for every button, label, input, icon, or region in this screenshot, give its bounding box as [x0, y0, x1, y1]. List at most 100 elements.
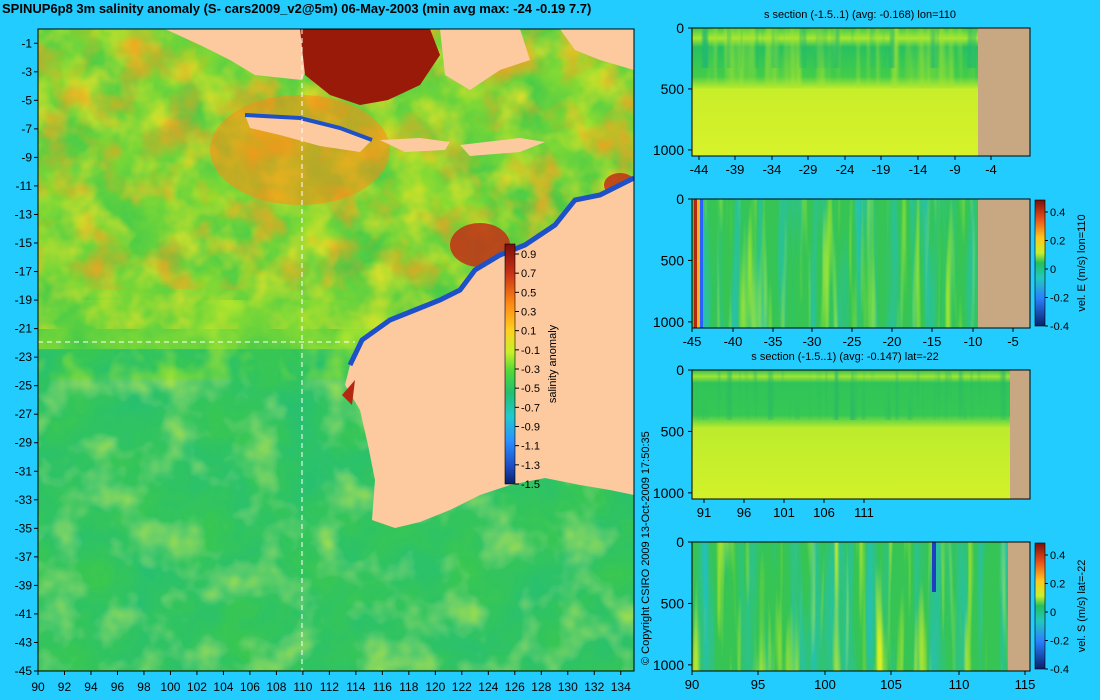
map-y-tick-label: -5	[21, 93, 32, 107]
salinity-colorbar-tick-label: -0.3	[521, 364, 540, 376]
velocity-colorbar-tick-label: -0.2	[1050, 293, 1069, 305]
panel-velocity-east-lon110[interactable]	[691, 198, 1031, 329]
section-x-tick-label: -10	[964, 334, 983, 349]
velocity-colorbar-tick-label: -0.2	[1050, 636, 1069, 648]
section-x-tick-label: -44	[690, 162, 709, 177]
map-x-tick-label: 108	[266, 680, 286, 694]
map-x-tick-label: 120	[425, 680, 445, 694]
velocity-colorbar-tick-label: 0	[1050, 264, 1056, 276]
map-x-tick-label: 96	[111, 680, 125, 694]
map-y-tick-label: -9	[21, 150, 32, 164]
panel-velocity-south-lat-22[interactable]	[691, 541, 1031, 672]
map-y-tick-label: -35	[15, 521, 33, 535]
map-x-tick-label: 134	[611, 680, 631, 694]
map-y-tick-label: -15	[15, 236, 33, 250]
salinity-colorbar-tick-label: -0.7	[521, 402, 540, 414]
map-x-tick-label: 90	[31, 680, 45, 694]
section-x-tick-label: -14	[909, 162, 928, 177]
map-x-tick-label: 94	[84, 680, 98, 694]
map-y-tick-label: -13	[15, 207, 33, 221]
salinity-map-plot[interactable]	[38, 29, 636, 671]
section-x-tick-label: -9	[949, 162, 961, 177]
velocity-colorbar-tick-label: 0.4	[1050, 207, 1065, 219]
section-x-tick-label: -5	[1007, 334, 1019, 349]
section-x-tick-label: 91	[697, 505, 711, 520]
section-x-tick-label: 90	[685, 677, 699, 692]
section-x-tick-label: 105	[880, 677, 902, 692]
section-x-tick-label: 106	[813, 505, 835, 520]
salinity-colorbar-tick-label: -0.5	[521, 383, 540, 395]
salinity-colorbar-tick-label: -1.3	[521, 460, 540, 472]
map-x-tick-label: 110	[293, 680, 312, 694]
panel1-title: s section (-1.5..1) (avg: -0.168) lon=11…	[764, 9, 956, 21]
map-y-tick-label: -25	[15, 379, 33, 393]
figure-title: SPINUP6p8 3m salinity anomaly (S- cars20…	[2, 1, 592, 16]
section-x-tick-label: -30	[803, 334, 822, 349]
map-y-tick-label: -31	[15, 464, 33, 478]
panel-salinity-lon110[interactable]: s section (-1.5..1) (avg: -0.168) lon=11…	[691, 9, 1031, 157]
section-y-tick-label: 0	[676, 362, 684, 378]
section-x-tick-label: -24	[836, 162, 855, 177]
map-x-tick-label: 118	[399, 680, 418, 694]
map-y-tick-label: -17	[15, 265, 33, 279]
map-x-tick-label: 92	[58, 680, 72, 694]
map-y-tick-label: -27	[15, 407, 33, 421]
section-y-tick-label: 0	[676, 534, 684, 550]
map-y-tick-label: -7	[21, 122, 32, 136]
map-y-tick-label: -37	[15, 550, 33, 564]
section-x-tick-label: -35	[764, 334, 783, 349]
section-x-tick-label: 95	[751, 677, 765, 692]
map-y-tick-label: -21	[15, 322, 33, 336]
map-x-tick-label: 106	[240, 680, 260, 694]
map-y-tick-label: -23	[15, 350, 33, 364]
section-x-tick-label: 110	[949, 677, 970, 692]
velocity-south-colorbar: 0.4 0.2 0 -0.2 -0.4 vel. S (m/s) lat=-22	[1034, 542, 1088, 676]
velocity-colorbar-tick-label: -0.4	[1050, 664, 1069, 676]
section-x-tick-label: -29	[799, 162, 818, 177]
map-x-tick-label: 132	[584, 680, 604, 694]
map-x-tick-label: 102	[187, 680, 207, 694]
salinity-colorbar-label: salinity anomaly	[547, 324, 559, 403]
salinity-colorbar-tick-label: -0.1	[521, 345, 540, 357]
velocity-south-label: vel. S (m/s) lat=-22	[1076, 560, 1088, 653]
section-x-tick-label: -34	[763, 162, 782, 177]
salinity-colorbar-tick-label: -1.5	[521, 479, 540, 491]
section-x-tick-label: 115	[1015, 677, 1036, 692]
map-x-tick-label: 116	[373, 680, 392, 694]
section-y-tick-label: 1000	[653, 657, 684, 673]
map-x-tick-label: 112	[320, 680, 339, 694]
map-y-tick-label: -11	[16, 179, 33, 193]
panel3-title: s section (-1.5..1) (avg: -0.147) lat=-2…	[751, 351, 938, 363]
map-x-tick-label: 124	[478, 680, 498, 694]
velocity-east-label: vel. E (m/s) lon=110	[1076, 214, 1088, 311]
salinity-colorbar-tick-label: 0.7	[521, 268, 536, 280]
velocity-east-colorbar: 0.4 0.2 0 -0.2 -0.4 vel. E (m/s) lon=110	[1034, 199, 1088, 333]
map-x-axis: 90 92 94 96 98 100 102 104 106 108 110 112 114 116 118…	[31, 671, 631, 694]
map-y-tick-label: -29	[15, 436, 33, 450]
section-y-tick-label: 500	[661, 252, 685, 268]
map-x-tick-label: 114	[346, 680, 365, 694]
map-x-tick-label: 126	[505, 680, 525, 694]
section-x-tick-label: -4	[985, 162, 997, 177]
map-y-tick-label: -3	[21, 65, 32, 79]
section-x-tick-label: -20	[883, 334, 902, 349]
map-y-tick-label: -45	[15, 664, 33, 678]
salinity-colorbar-tick-label: 0.1	[521, 326, 536, 338]
salinity-colorbar: 0.9 0.7 0.5 0.3 0.1 -0.1 -0.3 -0.5 -0.7 -0.9 -1.1 -…	[504, 243, 559, 491]
map-y-tick-label: -41	[15, 607, 33, 621]
section-y-tick-label: 1000	[653, 314, 684, 330]
section-y-tick-label: 0	[676, 191, 684, 207]
map-y-tick-label: -1	[21, 36, 32, 50]
velocity-colorbar-tick-label: 0.2	[1050, 579, 1065, 591]
section-x-tick-label: -15	[923, 334, 942, 349]
map-y-tick-label: -43	[15, 635, 33, 649]
section-y-tick-label: 1000	[653, 142, 684, 158]
section-x-tick-label: 100	[814, 677, 836, 692]
section-y-tick-label: 500	[661, 81, 685, 97]
velocity-colorbar-tick-label: -0.4	[1050, 321, 1069, 333]
panel-salinity-lat-22[interactable]: s section (-1.5..1) (avg: -0.147) lat=-2…	[691, 351, 1031, 500]
section-x-tick-label: -39	[726, 162, 745, 177]
salinity-colorbar-tick-label: 0.3	[521, 307, 536, 319]
